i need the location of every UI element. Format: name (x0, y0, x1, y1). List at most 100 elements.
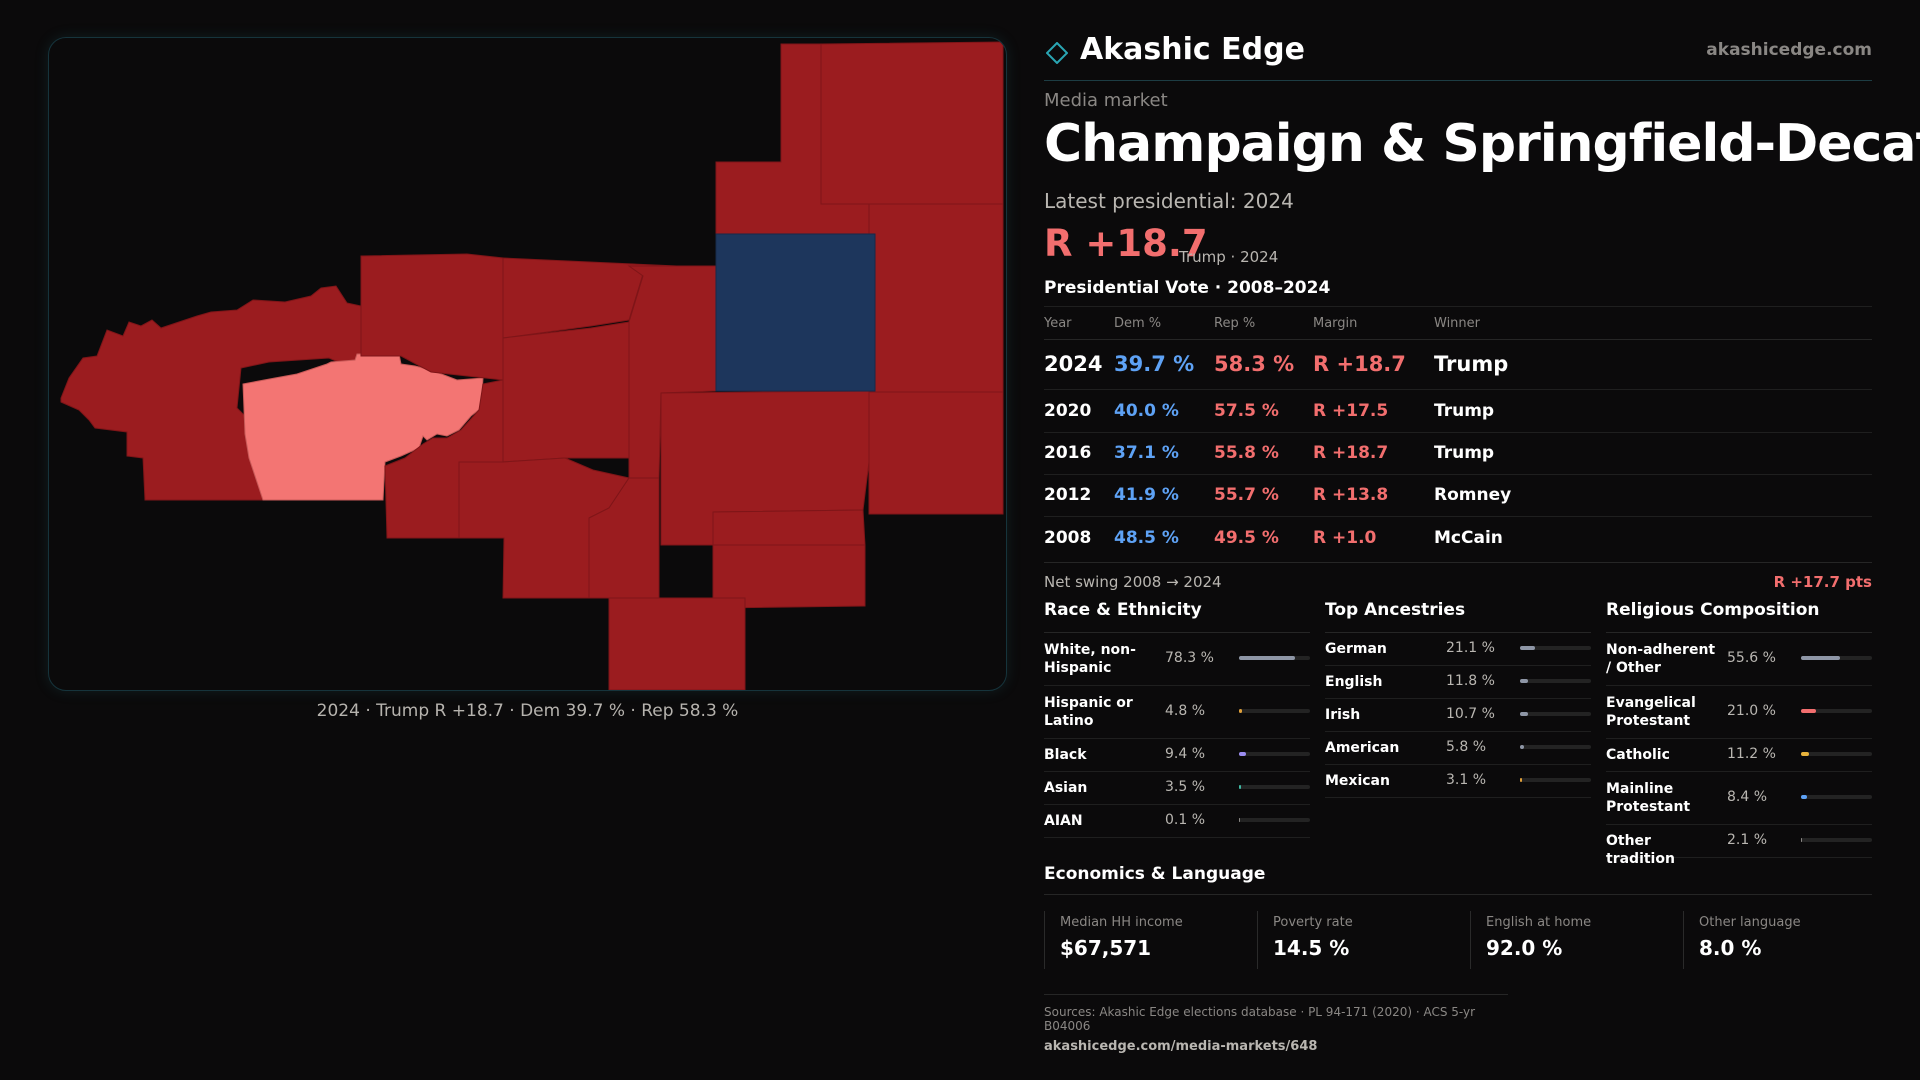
demo-value: 4.8 % (1165, 703, 1206, 719)
county-shape[interactable] (242, 353, 484, 501)
demo-bar-fill (1520, 745, 1525, 749)
brand-link[interactable]: akashicedge.com (1706, 40, 1872, 60)
demo-label: White, non-Hispanic (1044, 642, 1136, 676)
demo-bar-track (1239, 818, 1310, 822)
year-cell: 2020 (1044, 401, 1092, 421)
econ-value: 92.0 % (1486, 936, 1563, 960)
demo-bar-track (1239, 752, 1310, 756)
demo-value: 78.3 % (1165, 650, 1214, 666)
demo-bar-track (1520, 712, 1591, 716)
permalink[interactable]: akashicedge.com/media-markets/648 (1044, 1039, 1318, 1054)
demo-bar-track (1801, 752, 1872, 756)
county-shape[interactable] (712, 509, 866, 546)
county-shape[interactable] (868, 203, 1004, 393)
winner-cell: Romney (1434, 485, 1512, 505)
year-cell: 2024 (1044, 352, 1103, 376)
demo-bar-fill (1520, 646, 1535, 650)
demo-bar-fill (1801, 838, 1803, 842)
dem-cell: 37.1 % (1114, 443, 1179, 463)
county-shape[interactable] (868, 391, 1004, 515)
demo-bar-track (1801, 838, 1872, 842)
winner-cell: McCain (1434, 528, 1503, 548)
demo-bar-fill (1801, 709, 1816, 713)
margin-cell: R +18.7 (1313, 352, 1406, 376)
demo-bar-fill (1520, 778, 1523, 782)
county-map-svg[interactable] (49, 38, 1007, 691)
demo-row: Non-adherent / Other 55.6 % (1606, 633, 1872, 686)
ancestries-section: Top Ancestries German 21.1 % English 11.8 %… (1325, 600, 1591, 798)
sources-text: Sources: Akashic Edge elections database… (1044, 1005, 1476, 1033)
demo-value: 21.0 % (1727, 703, 1776, 719)
demo-row: Mexican 3.1 % (1325, 765, 1591, 798)
county-map[interactable] (48, 37, 1007, 691)
demo-row: Irish 10.7 % (1325, 699, 1591, 732)
county-shape[interactable] (712, 544, 866, 609)
demo-row: White, non-Hispanic 78.3 % (1044, 633, 1310, 686)
demo-row: AIAN 0.1 % (1044, 805, 1310, 838)
demo-value: 9.4 % (1165, 746, 1206, 762)
county-shape[interactable] (60, 285, 362, 501)
net-swing-row: Net swing 2008 → 2024 R +17.7 pts (1044, 562, 1872, 591)
economics-title: Economics & Language (1044, 864, 1266, 884)
demo-row: American 5.8 % (1325, 732, 1591, 765)
margin-cell: R +17.5 (1313, 401, 1389, 421)
demo-row: German 21.1 % (1325, 633, 1591, 666)
demo-label: German (1325, 641, 1387, 657)
demo-value: 3.1 % (1446, 772, 1487, 788)
dem-cell: 40.0 % (1114, 401, 1179, 421)
demo-row: Black 9.4 % (1044, 739, 1310, 772)
county-shape[interactable] (820, 41, 1004, 205)
demo-value: 10.7 % (1446, 706, 1495, 722)
demo-value: 11.2 % (1727, 746, 1776, 762)
demo-bar-fill (1239, 656, 1295, 660)
econ-value: $67,571 (1060, 936, 1152, 960)
econ-cell: Median HH income $67,571 (1044, 911, 1183, 969)
county-shape[interactable] (608, 597, 746, 690)
map-caption: 2024 · Trump R +18.7 · Dem 39.7 % · Rep … (316, 701, 739, 721)
demo-bar-track (1520, 646, 1591, 650)
econ-label: Other language (1699, 915, 1801, 930)
rep-cell: 58.3 % (1214, 352, 1295, 376)
rep-cell: 55.7 % (1214, 485, 1279, 505)
demo-value: 11.8 % (1446, 673, 1495, 689)
demo-bar-track (1239, 785, 1310, 789)
demo-value: 8.4 % (1727, 789, 1768, 805)
table-row: 2020 40.0 % 57.5 % R +17.5 Trump (1044, 390, 1872, 433)
county-shape-dem[interactable] (715, 233, 876, 392)
county-shape[interactable] (360, 253, 504, 381)
econ-value: 8.0 % (1699, 936, 1762, 960)
table-row: 2024 39.7 % 58.3 % R +18.7 Trump (1044, 340, 1872, 390)
demo-label: Asian (1044, 780, 1088, 796)
race-ethnicity-section: Race & Ethnicity White, non-Hispanic 78.3… (1044, 600, 1310, 838)
winner-cell: Trump (1434, 401, 1495, 421)
demo-bar-fill (1239, 818, 1241, 822)
demo-bar-fill (1239, 785, 1242, 789)
map-counties (60, 41, 1004, 690)
table-row: 2008 48.5 % 49.5 % R +1.0 McCain (1044, 517, 1872, 559)
vote-table-title: Presidential Vote · 2008–2024 (1044, 278, 1331, 298)
demo-label: Other tradition (1606, 833, 1675, 867)
net-swing-value: R +17.7 pts (1773, 573, 1872, 591)
dem-cell: 48.5 % (1114, 528, 1179, 548)
table-row: 2012 41.9 % 55.7 % R +13.8 Romney (1044, 475, 1872, 517)
demo-bar-track (1520, 745, 1591, 749)
religion-section: Religious Composition Non-adherent / Oth… (1606, 600, 1872, 867)
rep-cell: 55.8 % (1214, 443, 1279, 463)
vote-table-header: Year Dem % Rep % Margin Winner (1044, 306, 1872, 340)
demo-bar-fill (1239, 709, 1243, 713)
religion-title: Religious Composition (1606, 600, 1872, 633)
demo-row: Asian 3.5 % (1044, 772, 1310, 805)
demo-bar-track (1801, 656, 1872, 660)
margin-cell: R +13.8 (1313, 485, 1389, 505)
vote-table: Year Dem % Rep % Margin Winner 2024 39.7… (1044, 306, 1872, 559)
demo-label: Irish (1325, 707, 1361, 723)
demo-bar-fill (1520, 712, 1528, 716)
dem-cell: 41.9 % (1114, 485, 1179, 505)
demo-value: 3.5 % (1165, 779, 1206, 795)
demo-label: Evangelical Protestant (1606, 695, 1696, 729)
county-shape[interactable] (502, 321, 630, 463)
demo-label: Mexican (1325, 773, 1390, 789)
econ-label: Median HH income (1060, 915, 1183, 930)
demo-label: Hispanic or Latino (1044, 695, 1133, 729)
demo-bar-track (1801, 795, 1872, 799)
